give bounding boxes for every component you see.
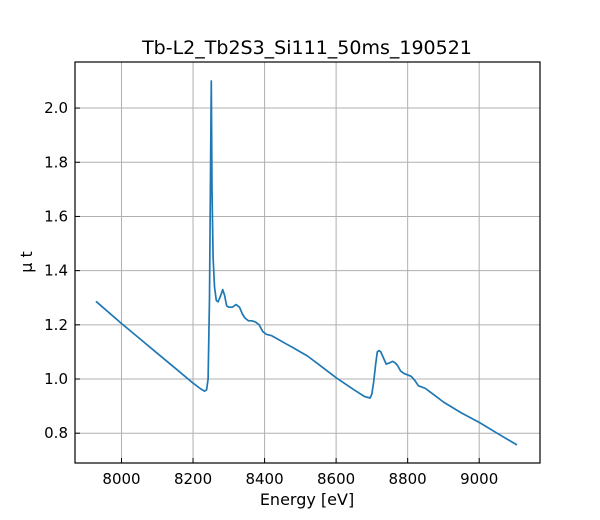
y-tick-label: 1.6 — [44, 207, 68, 225]
x-axis-label: Energy [eV] — [260, 490, 354, 509]
y-tick-label: 2.0 — [44, 99, 68, 117]
grid-lines — [75, 62, 540, 463]
x-tick-label: 9000 — [460, 470, 498, 488]
y-tick-label: 1.2 — [44, 316, 68, 334]
y-tick-label: 1.8 — [44, 153, 68, 171]
x-tick-label: 8400 — [245, 470, 283, 488]
y-axis-label: μ t — [17, 251, 36, 273]
chart-title: Tb-L2_Tb2S3_Si111_50ms_190521 — [141, 37, 472, 59]
x-tick-label: 8800 — [389, 470, 427, 488]
x-tick-label: 8200 — [174, 470, 212, 488]
y-tick-label: 0.8 — [44, 424, 68, 442]
plot-area-frame — [74, 61, 541, 464]
axis-ticks: 8000 8200 8400 8600 8800 9000 0.8 1.0 1.2 1.4 1.6 1… — [44, 99, 498, 488]
series-layer — [95, 80, 518, 446]
x-tick-label: 8600 — [317, 470, 355, 488]
series-line — [95, 80, 518, 446]
y-tick-label: 1.4 — [44, 262, 68, 280]
x-tick-label: 8000 — [102, 470, 140, 488]
y-tick-label: 1.0 — [44, 370, 68, 388]
